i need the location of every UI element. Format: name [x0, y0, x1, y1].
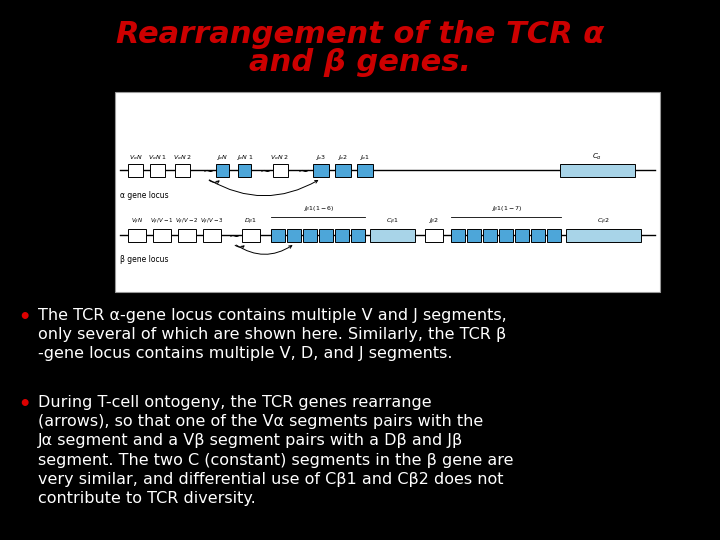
- Text: Rearrangement of the TCR α: Rearrangement of the TCR α: [116, 20, 604, 49]
- Text: •: •: [18, 308, 30, 327]
- Bar: [499, 228, 513, 241]
- Bar: [115, 92, 660, 292]
- Text: $C_\beta 1$: $C_\beta 1$: [386, 217, 398, 226]
- Bar: [175, 164, 190, 177]
- Bar: [566, 228, 641, 241]
- Text: During T-cell ontogeny, the TCR genes rearrange
(arrows), so that one of the Vα : During T-cell ontogeny, the TCR genes re…: [38, 395, 513, 506]
- Text: $J_\alpha 3$: $J_\alpha 3$: [315, 152, 327, 161]
- FancyArrowPatch shape: [210, 180, 318, 195]
- Text: $V_\alpha N$ 1: $V_\alpha N$ 1: [148, 153, 167, 161]
- Bar: [560, 164, 635, 177]
- Bar: [128, 164, 143, 177]
- Bar: [370, 228, 415, 241]
- Text: $V_\beta/V-2$: $V_\beta/V-2$: [175, 217, 199, 226]
- Bar: [203, 228, 221, 241]
- FancyArrowPatch shape: [235, 245, 244, 248]
- Bar: [319, 228, 333, 241]
- Text: $C_\alpha$: $C_\alpha$: [592, 151, 602, 161]
- FancyArrowPatch shape: [236, 245, 292, 254]
- Text: and β genes.: and β genes.: [249, 48, 471, 77]
- Text: The TCR α-gene locus contains multiple V and J segments,
only several of which a: The TCR α-gene locus contains multiple V…: [38, 308, 507, 361]
- Text: $V_\beta N$: $V_\beta N$: [131, 217, 143, 226]
- Bar: [313, 164, 329, 177]
- Bar: [150, 164, 165, 177]
- Bar: [547, 228, 561, 241]
- Text: $\mathsf{\sim}$: $\mathsf{\sim}$: [256, 163, 271, 177]
- Bar: [467, 228, 481, 241]
- Bar: [238, 164, 251, 177]
- Bar: [483, 228, 497, 241]
- Bar: [271, 228, 285, 241]
- Text: $J_\alpha 1$: $J_\alpha 1$: [359, 152, 371, 161]
- Text: $\mathsf{\sim}$: $\mathsf{\sim}$: [294, 163, 310, 177]
- Bar: [287, 228, 301, 241]
- Text: β gene locus: β gene locus: [120, 255, 168, 265]
- Text: α gene locus: α gene locus: [120, 191, 168, 199]
- Text: $\mathsf{\sim}$: $\mathsf{\sim}$: [225, 228, 240, 242]
- Text: $J_\alpha N$: $J_\alpha N$: [216, 152, 228, 161]
- Bar: [178, 228, 196, 241]
- Bar: [357, 164, 373, 177]
- Bar: [303, 228, 317, 241]
- Bar: [335, 228, 349, 241]
- Bar: [515, 228, 529, 241]
- Bar: [531, 228, 545, 241]
- Bar: [451, 228, 465, 241]
- Text: $V_\alpha N$ 2: $V_\alpha N$ 2: [270, 153, 289, 161]
- Text: $J_\beta 2$: $J_\beta 2$: [428, 217, 440, 226]
- Text: $\mathsf{\sim}$: $\mathsf{\sim}$: [199, 163, 215, 177]
- Bar: [242, 228, 260, 241]
- Text: $J_\beta 1(1-7)$: $J_\beta 1(1-7)$: [491, 204, 523, 214]
- Text: $J_\beta 1(1-6)$: $J_\beta 1(1-6)$: [303, 204, 335, 214]
- Text: •: •: [18, 395, 30, 414]
- Bar: [128, 228, 146, 241]
- Text: $V_\beta/V-1$: $V_\beta/V-1$: [150, 217, 174, 226]
- Text: $J_\alpha 2$: $J_\alpha 2$: [338, 152, 348, 161]
- Text: $C_\beta 2$: $C_\beta 2$: [597, 217, 609, 226]
- Text: $V_\alpha N$: $V_\alpha N$: [129, 153, 143, 161]
- Text: $J_\alpha N$ 1: $J_\alpha N$ 1: [236, 152, 254, 161]
- Bar: [153, 228, 171, 241]
- FancyArrowPatch shape: [209, 180, 219, 184]
- Bar: [351, 228, 365, 241]
- Text: $V_\alpha N$ 2: $V_\alpha N$ 2: [173, 153, 192, 161]
- Bar: [216, 164, 229, 177]
- Text: $V_\beta/V-3$: $V_\beta/V-3$: [200, 217, 224, 226]
- Text: $D_\beta 1$: $D_\beta 1$: [245, 217, 258, 226]
- Bar: [273, 164, 288, 177]
- Bar: [335, 164, 351, 177]
- Bar: [425, 228, 443, 241]
